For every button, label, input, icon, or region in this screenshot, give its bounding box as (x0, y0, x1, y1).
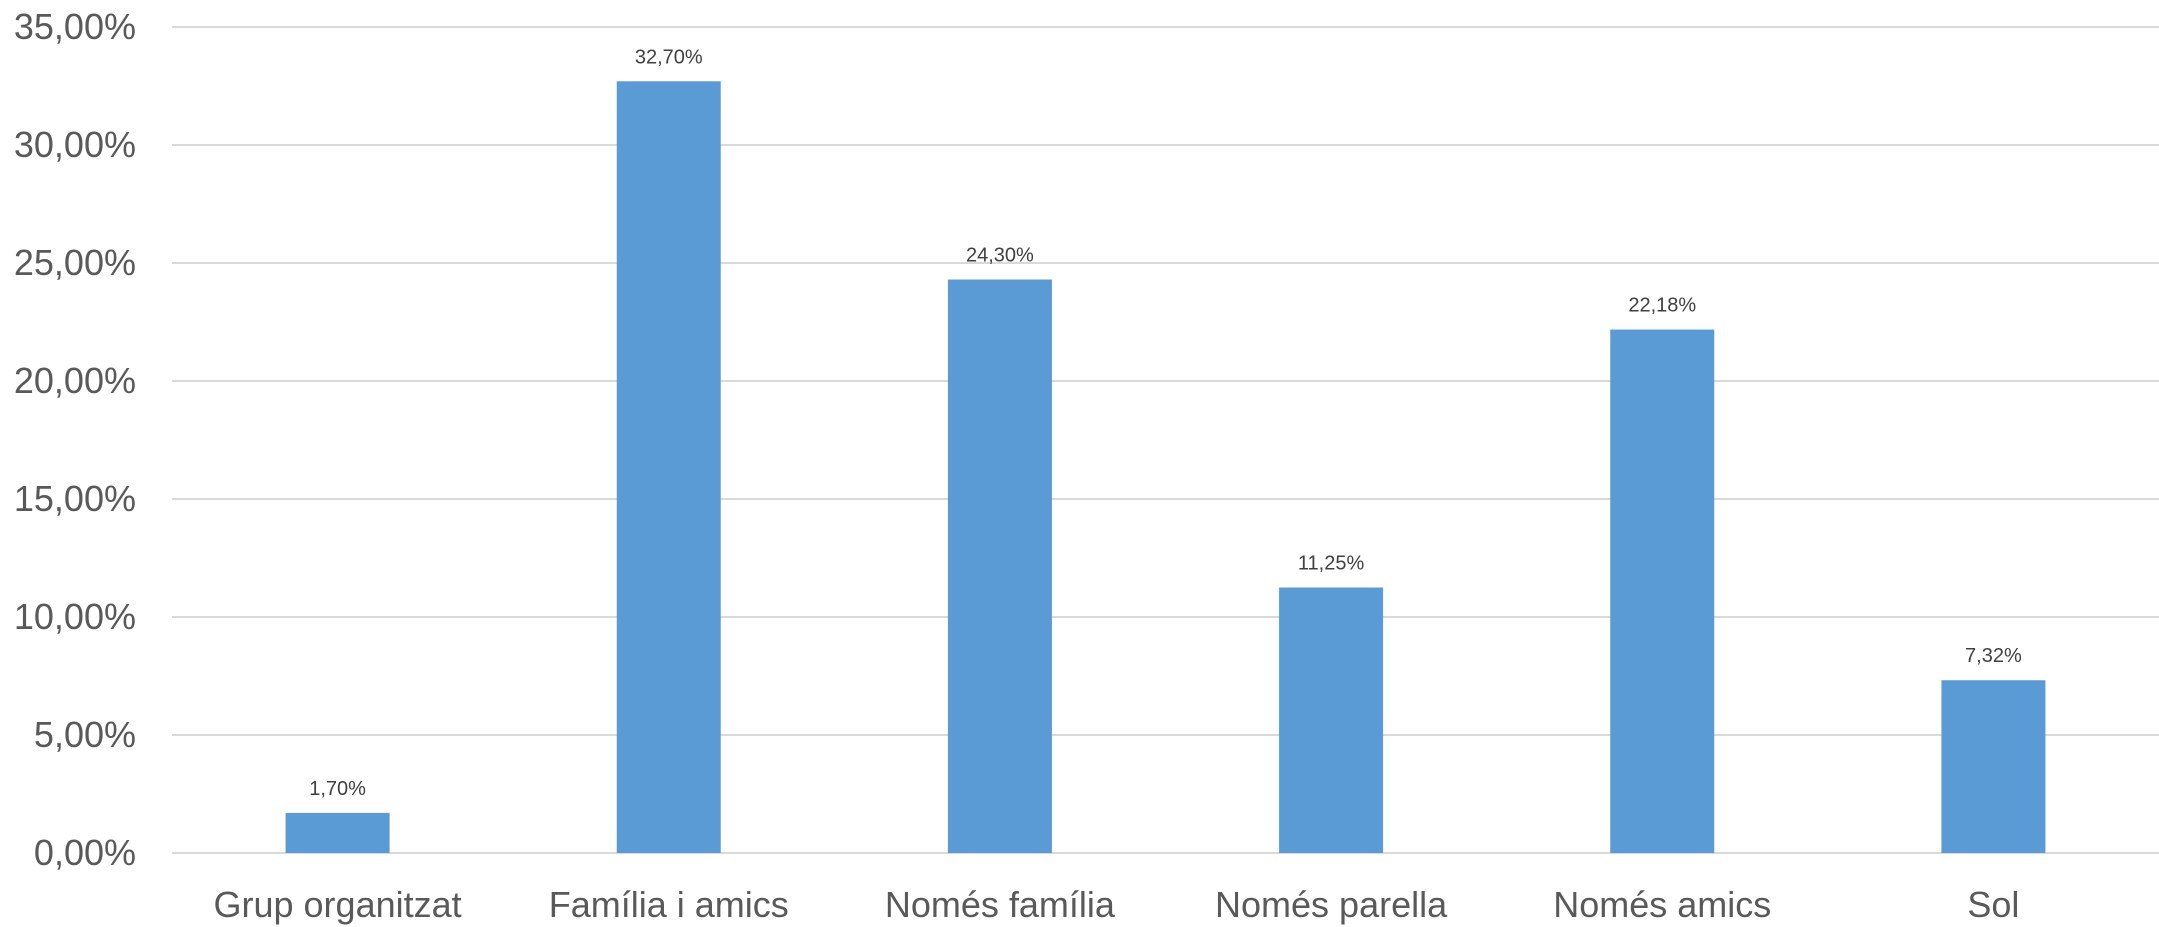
bar (1279, 587, 1384, 853)
x-tick-label: Grup organitzat (214, 884, 462, 925)
y-tick-label: 35,00% (14, 6, 136, 47)
y-tick-label: 30,00% (14, 124, 136, 165)
y-tick-label: 25,00% (14, 242, 136, 283)
data-label: 22,18% (1628, 295, 1696, 317)
x-tick-label: Només família (885, 884, 1116, 925)
bar (616, 81, 721, 853)
y-tick-label: 5,00% (34, 714, 136, 755)
data-label: 7,32% (1965, 645, 2022, 667)
bar (1941, 680, 2046, 853)
bar (285, 812, 390, 853)
y-tick-label: 20,00% (14, 360, 136, 401)
bar (1610, 329, 1715, 853)
x-tick-label: Només parella (1215, 884, 1448, 925)
x-tick-label: Només amics (1553, 884, 1771, 925)
x-axis-ticks: Grup organitzat Família i amics Només famí… (214, 884, 2020, 925)
y-tick-label: 0,00% (34, 832, 136, 873)
data-labels: 1,70% 32,70% 24,30% 11,25% 22,18% 7,32% (309, 46, 2022, 800)
y-axis-ticks: 0,00% 5,00% 10,00% 15,00% 20,00% 25,00% 30,00%… (14, 6, 136, 873)
bars (285, 81, 2046, 853)
data-label: 1,70% (309, 778, 366, 800)
x-tick-label: Sol (1967, 884, 2019, 925)
data-label: 24,30% (966, 245, 1034, 267)
data-label: 11,25% (1298, 553, 1365, 575)
x-tick-label: Família i amics (549, 884, 789, 925)
data-label: 32,70% (635, 46, 703, 68)
y-tick-label: 10,00% (14, 596, 136, 637)
y-tick-label: 15,00% (14, 478, 136, 519)
bar (947, 279, 1052, 853)
gridlines (172, 26, 2159, 854)
